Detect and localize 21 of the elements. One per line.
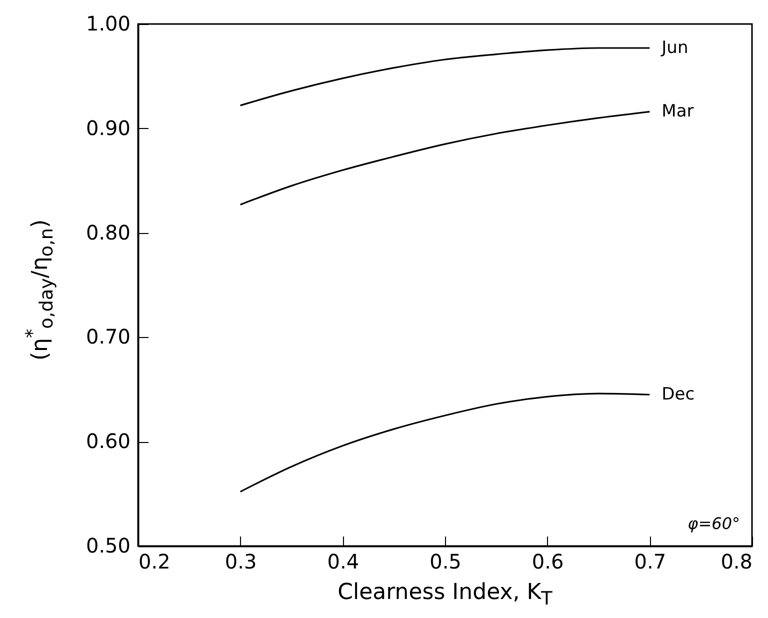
line-series	[240, 47, 650, 106]
series-label: Jun	[660, 38, 688, 58]
x-tick-label: 0.8	[720, 550, 752, 574]
x-axis-title: Clearness Index, K$_{T}$	[338, 580, 552, 610]
line-series	[240, 392, 650, 493]
y-tick-label: 0.70	[86, 324, 130, 349]
y-tick-label: 1.00	[86, 12, 130, 36]
x-tick-label: 0.5	[430, 550, 462, 574]
series-label: Mar	[662, 102, 694, 122]
series-label: Dec	[662, 384, 695, 405]
x-tick-label: 0.6	[532, 550, 564, 574]
x-tick-label: 0.2	[138, 550, 170, 574]
line-series	[240, 110, 650, 206]
x-tick-label: 0.4	[327, 550, 360, 574]
x-tick-label: 0.7	[634, 550, 666, 574]
y-tick-label: 0.80	[86, 220, 130, 244]
annotation: φ=60°	[688, 514, 740, 533]
x-tick-label: 0.3	[224, 550, 257, 574]
y-tick-label: 0.50	[86, 534, 130, 558]
y-tick-label: 0.90	[86, 116, 130, 140]
y-tick-label: 0.60	[86, 429, 130, 454]
